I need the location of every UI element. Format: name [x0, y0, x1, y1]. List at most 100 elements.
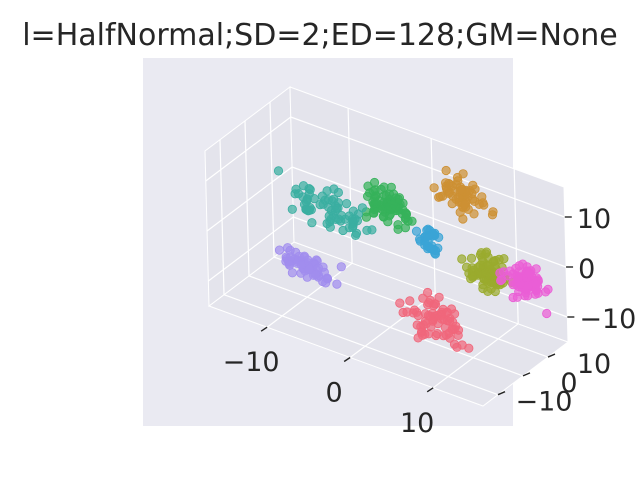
- scatter-point: [296, 260, 306, 270]
- scatter-point: [331, 203, 342, 213]
- scatter-series-7: [495, 259, 553, 319]
- scatter-series-4: [273, 166, 377, 240]
- scatter-point: [322, 274, 332, 284]
- grid-line-z: [207, 216, 294, 282]
- scatter-point: [305, 185, 315, 195]
- scatter-point: [287, 268, 297, 278]
- scatter-point: [466, 273, 476, 284]
- grid-line-z: [206, 166, 293, 232]
- scatter-point: [477, 253, 487, 263]
- scatter-point: [441, 165, 451, 176]
- scatter-point: [531, 279, 541, 289]
- z-tick-label: 10: [577, 204, 611, 235]
- scatter-point: [427, 308, 438, 318]
- grid-line-y: [219, 139, 225, 295]
- scatter-point: [287, 204, 297, 214]
- scatter-point: [426, 244, 436, 254]
- scatter-point: [364, 188, 375, 198]
- grid-line-x: [432, 323, 519, 389]
- scatter-point: [293, 189, 304, 199]
- scatter-point: [424, 329, 434, 339]
- x-tick-label: 10: [400, 408, 434, 439]
- scatter-point: [429, 183, 439, 193]
- x-tick-mark: [426, 387, 434, 393]
- axes-panes: [143, 58, 570, 426]
- scatter-point: [362, 225, 372, 235]
- scatter-point: [460, 199, 470, 210]
- scatter-point: [286, 252, 296, 262]
- scatter-point: [513, 273, 524, 283]
- scatter-point: [542, 308, 552, 319]
- scatter-point: [386, 182, 396, 192]
- scatter-point: [311, 270, 321, 280]
- scatter-point: [478, 283, 488, 294]
- scatter-point: [483, 261, 494, 271]
- scatter-point: [434, 192, 444, 202]
- scatter-point: [357, 203, 367, 213]
- scatter-point: [400, 223, 410, 233]
- y-tick-label: −10: [516, 387, 573, 418]
- chart-title: l=HalfNormal;SD=2;ED=128;GM=None: [22, 18, 618, 53]
- y-tick-mark: [522, 372, 531, 377]
- scatter-point: [512, 292, 523, 302]
- scatter-point: [458, 169, 468, 179]
- scatter-point: [469, 209, 479, 219]
- scatter-point: [456, 185, 466, 195]
- scatter-point: [274, 245, 285, 255]
- scatter-point: [457, 254, 467, 264]
- scatter-point: [451, 194, 461, 204]
- scatter-point: [445, 333, 455, 343]
- grid-line-x: [430, 138, 436, 294]
- scatter-point: [490, 286, 500, 297]
- y-tick-mark: [547, 353, 556, 358]
- scatter-series-1: [429, 165, 498, 224]
- x-tick-label: 0: [326, 378, 343, 409]
- scatter-point: [458, 214, 468, 224]
- scatter-point: [341, 199, 352, 209]
- scatter-point: [326, 214, 336, 224]
- x-tick-label: −10: [223, 347, 280, 378]
- scatter-point: [524, 269, 534, 279]
- scatter-point: [468, 180, 478, 190]
- y-tick-label: 0: [560, 368, 577, 399]
- scatter-point: [388, 199, 399, 209]
- grid-line-y: [244, 120, 250, 276]
- grid-line-x: [349, 293, 436, 358]
- scatter-point: [466, 253, 477, 263]
- grid-line-x: [266, 262, 353, 328]
- scatter-point: [402, 307, 412, 317]
- scatter-point: [422, 225, 432, 235]
- scatter-point: [304, 205, 314, 215]
- scatter-point: [503, 271, 513, 281]
- z-tick-label: −10: [579, 304, 636, 335]
- scatter-point: [445, 179, 455, 190]
- scatter-point: [411, 226, 422, 236]
- x-tick-mark: [260, 326, 268, 332]
- scatter-point: [273, 166, 284, 176]
- y-tick-label: 10: [577, 349, 611, 380]
- tick-marks: [260, 216, 575, 396]
- scatter-point: [284, 260, 295, 270]
- scatter-point: [487, 210, 498, 220]
- scatter-point: [282, 243, 293, 253]
- scatter-point: [475, 260, 485, 270]
- grid-line-z: [205, 116, 292, 182]
- grid-line-z: [290, 116, 565, 218]
- scatter-point: [395, 298, 405, 308]
- scatter-point: [372, 198, 382, 208]
- grid-line-z: [291, 166, 567, 268]
- data-points: [273, 165, 553, 353]
- scatter-series-0: [395, 287, 474, 353]
- grid-line-y: [248, 275, 524, 377]
- scatter-point: [336, 262, 346, 272]
- scatter-series-3: [361, 177, 417, 234]
- scatter-point: [412, 320, 422, 330]
- scatter-point: [467, 263, 477, 273]
- grid-line-y: [269, 102, 275, 258]
- scatter-point: [436, 310, 446, 320]
- scatter-point: [347, 222, 358, 232]
- scatter-point: [307, 218, 317, 228]
- scatter-point: [333, 187, 343, 198]
- scatter-point: [323, 202, 334, 212]
